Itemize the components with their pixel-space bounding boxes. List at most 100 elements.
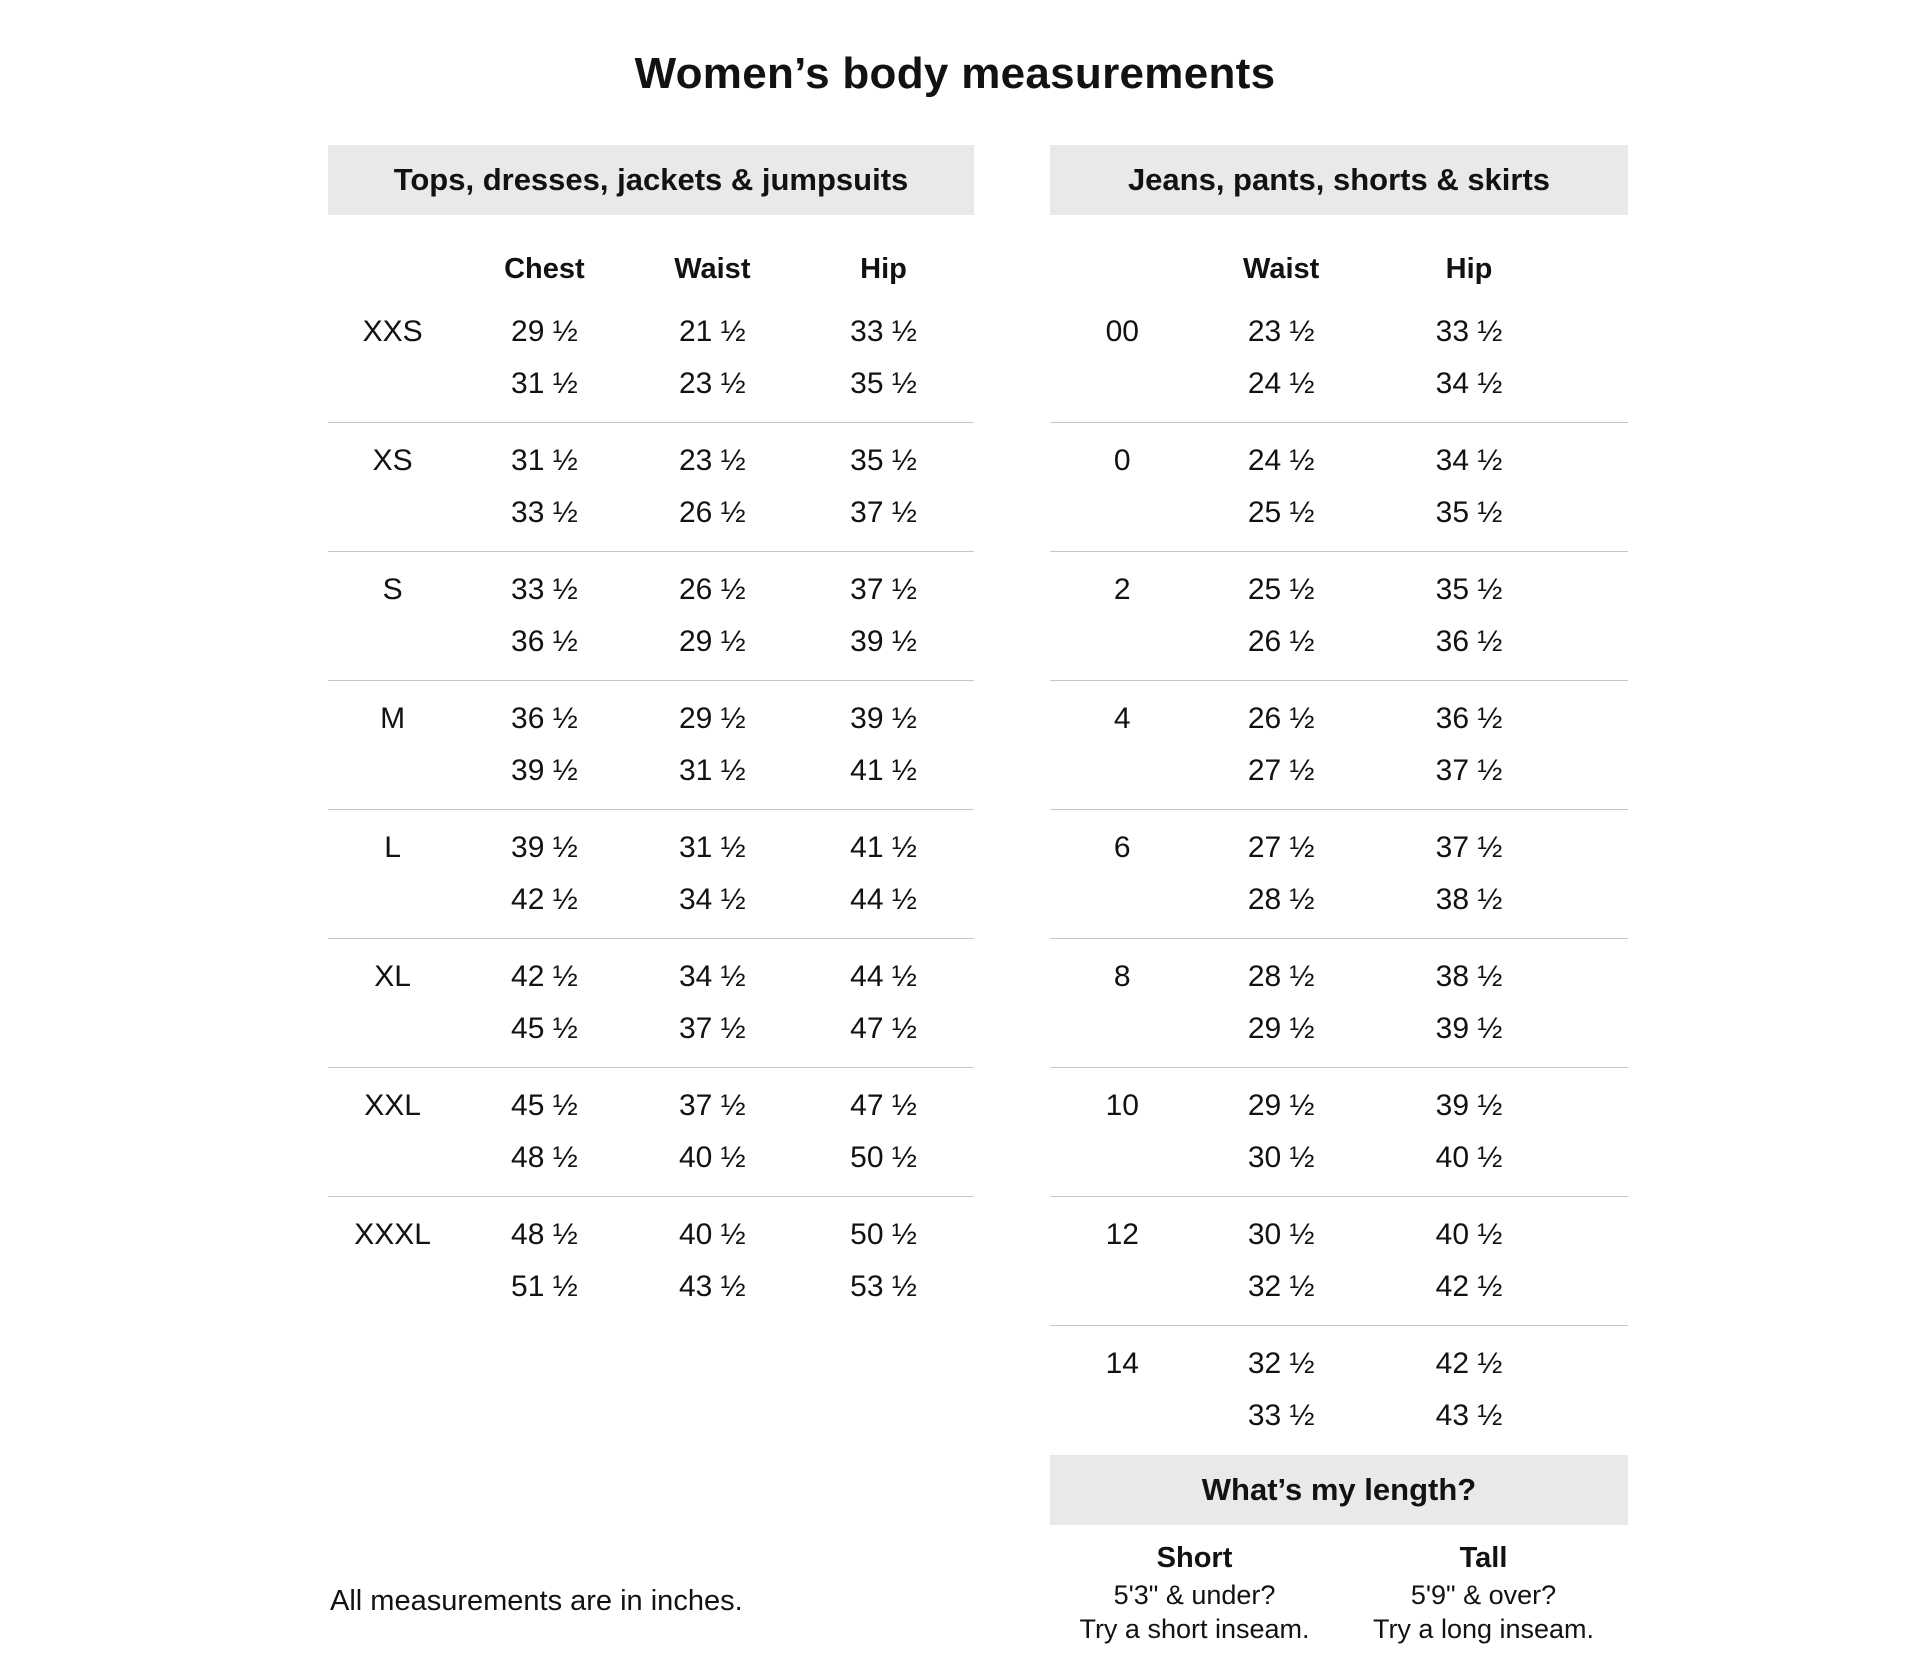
- waist-max-value: 26 ½: [678, 496, 746, 529]
- length-option: Short 5'3" & under? Try a short inseam.: [1050, 1538, 1339, 1646]
- hip-min-value: 37 ½: [1435, 831, 1503, 864]
- waist-max-value: 28 ½: [1247, 883, 1315, 916]
- tops-column-headers: Chest Waist Hip: [328, 245, 974, 293]
- column-header-waist: Waist: [674, 252, 751, 285]
- chest-min-value: 31 ½: [511, 444, 578, 477]
- chest-max-value: 36 ½: [511, 625, 578, 658]
- tops-size-row: XXXL 48 ½ 40 ½ 50 ½ 51 ½ 43 ½ 53 ½: [328, 1197, 974, 1325]
- hip-max-value: 40 ½: [1435, 1141, 1503, 1174]
- hip-max-value: 42 ½: [1435, 1270, 1503, 1303]
- hip-min-value: 42 ½: [1435, 1347, 1503, 1380]
- column-header-hip: Hip: [860, 252, 907, 285]
- tops-size-row: S 33 ½ 26 ½ 37 ½ 36 ½ 29 ½ 39 ½: [328, 552, 974, 681]
- bottoms-table-body: 00 23 ½ 33 ½ 24 ½ 34 ½ 0 24 ½ 34 ½: [1050, 306, 1628, 1454]
- waist-min-value: 29 ½: [1247, 1089, 1315, 1122]
- waist-min-value: 34 ½: [678, 960, 746, 993]
- waist-min-value: 26 ½: [1247, 702, 1315, 735]
- bottoms-size-row: 00 23 ½ 33 ½ 24 ½ 34 ½: [1050, 306, 1628, 423]
- waist-max-value: 33 ½: [1247, 1399, 1315, 1432]
- tops-size-row: XS 31 ½ 23 ½ 35 ½ 33 ½ 26 ½ 37 ½: [328, 423, 974, 552]
- size-label: XL: [374, 960, 411, 993]
- hip-max-value: 36 ½: [1435, 625, 1503, 658]
- waist-min-value: 23 ½: [678, 444, 746, 477]
- bottoms-table-header: Jeans, pants, shorts & skirts: [1050, 145, 1628, 215]
- bottoms-size-row: 2 25 ½ 35 ½ 26 ½ 36 ½: [1050, 552, 1628, 681]
- waist-max-value: 25 ½: [1247, 496, 1315, 529]
- hip-min-value: 41 ½: [850, 831, 917, 864]
- length-options: Short 5'3" & under? Try a short inseam. …: [1050, 1538, 1628, 1646]
- size-label: 14: [1105, 1347, 1139, 1380]
- chest-min-value: 36 ½: [511, 702, 578, 735]
- length-option-advice: Try a short inseam.: [1079, 1614, 1310, 1644]
- size-label: XXS: [362, 315, 423, 348]
- tops-size-row: M 36 ½ 29 ½ 39 ½ 39 ½ 31 ½ 41 ½: [328, 681, 974, 810]
- hip-min-value: 47 ½: [850, 1089, 917, 1122]
- tops-table-header: Tops, dresses, jackets & jumpsuits: [328, 145, 974, 215]
- size-label: XXL: [364, 1089, 421, 1122]
- chest-min-value: 48 ½: [511, 1218, 578, 1251]
- chest-min-value: 29 ½: [511, 315, 578, 348]
- page-title: Women’s body measurements: [634, 49, 1276, 99]
- waist-min-value: 37 ½: [678, 1089, 746, 1122]
- hip-max-value: 37 ½: [850, 496, 917, 529]
- chest-max-value: 48 ½: [511, 1141, 578, 1174]
- hip-min-value: 35 ½: [1435, 573, 1503, 606]
- waist-max-value: 23 ½: [678, 367, 746, 400]
- bottoms-size-row: 8 28 ½ 38 ½ 29 ½ 39 ½: [1050, 939, 1628, 1068]
- length-option-advice: Try a long inseam.: [1372, 1614, 1595, 1644]
- waist-min-value: 29 ½: [678, 702, 746, 735]
- tops-size-row: XXS 29 ½ 21 ½ 33 ½ 31 ½ 23 ½ 35 ½: [328, 306, 974, 423]
- waist-max-value: 32 ½: [1247, 1270, 1315, 1303]
- hip-min-value: 39 ½: [850, 702, 917, 735]
- chest-max-value: 45 ½: [511, 1012, 578, 1045]
- waist-max-value: 29 ½: [678, 625, 746, 658]
- size-label: L: [384, 831, 401, 864]
- bottoms-size-row: 0 24 ½ 34 ½ 25 ½ 35 ½: [1050, 423, 1628, 552]
- waist-min-value: 25 ½: [1247, 573, 1315, 606]
- waist-max-value: 26 ½: [1247, 625, 1315, 658]
- chest-min-value: 42 ½: [511, 960, 578, 993]
- waist-max-value: 37 ½: [678, 1012, 746, 1045]
- hip-max-value: 41 ½: [850, 754, 917, 787]
- chest-max-value: 42 ½: [511, 883, 578, 916]
- waist-min-value: 30 ½: [1247, 1218, 1315, 1251]
- hip-min-value: 33 ½: [1435, 315, 1503, 348]
- bottoms-size-row: 6 27 ½ 37 ½ 28 ½ 38 ½: [1050, 810, 1628, 939]
- hip-min-value: 36 ½: [1435, 702, 1503, 735]
- size-label: 10: [1105, 1089, 1139, 1122]
- chest-min-value: 33 ½: [511, 573, 578, 606]
- bottoms-column-headers: Waist Hip: [1050, 245, 1628, 293]
- chest-max-value: 51 ½: [511, 1270, 578, 1303]
- waist-min-value: 23 ½: [1247, 315, 1315, 348]
- hip-max-value: 35 ½: [850, 367, 917, 400]
- hip-max-value: 53 ½: [850, 1270, 917, 1303]
- bottoms-size-row: 10 29 ½ 39 ½ 30 ½ 40 ½: [1050, 1068, 1628, 1197]
- waist-min-value: 28 ½: [1247, 960, 1315, 993]
- waist-min-value: 40 ½: [678, 1218, 746, 1251]
- length-option: Tall 5'9" & over? Try a long inseam.: [1339, 1538, 1628, 1646]
- units-footnote: All measurements are in inches.: [330, 1585, 743, 1617]
- bottoms-size-row: 14 32 ½ 42 ½ 33 ½ 43 ½: [1050, 1326, 1628, 1454]
- hip-min-value: 44 ½: [850, 960, 917, 993]
- size-label: S: [382, 573, 403, 606]
- waist-min-value: 27 ½: [1247, 831, 1315, 864]
- length-option-height-range: 5'3" & under?: [1113, 1580, 1276, 1610]
- hip-max-value: 35 ½: [1435, 496, 1503, 529]
- hip-max-value: 39 ½: [1435, 1012, 1503, 1045]
- waist-max-value: 40 ½: [678, 1141, 746, 1174]
- hip-max-value: 37 ½: [1435, 754, 1503, 787]
- tops-size-row: XL 42 ½ 34 ½ 44 ½ 45 ½ 37 ½ 47 ½: [328, 939, 974, 1068]
- size-label: XXXL: [354, 1218, 431, 1251]
- chest-min-value: 45 ½: [511, 1089, 578, 1122]
- waist-max-value: 34 ½: [678, 883, 746, 916]
- waist-max-value: 30 ½: [1247, 1141, 1315, 1174]
- hip-min-value: 37 ½: [850, 573, 917, 606]
- hip-max-value: 39 ½: [850, 625, 917, 658]
- size-label: XS: [372, 444, 413, 477]
- waist-min-value: 24 ½: [1247, 444, 1315, 477]
- hip-max-value: 34 ½: [1435, 367, 1503, 400]
- waist-min-value: 21 ½: [678, 315, 746, 348]
- length-option-label: Short: [1156, 1542, 1233, 1574]
- length-option-height-range: 5'9" & over?: [1410, 1580, 1557, 1610]
